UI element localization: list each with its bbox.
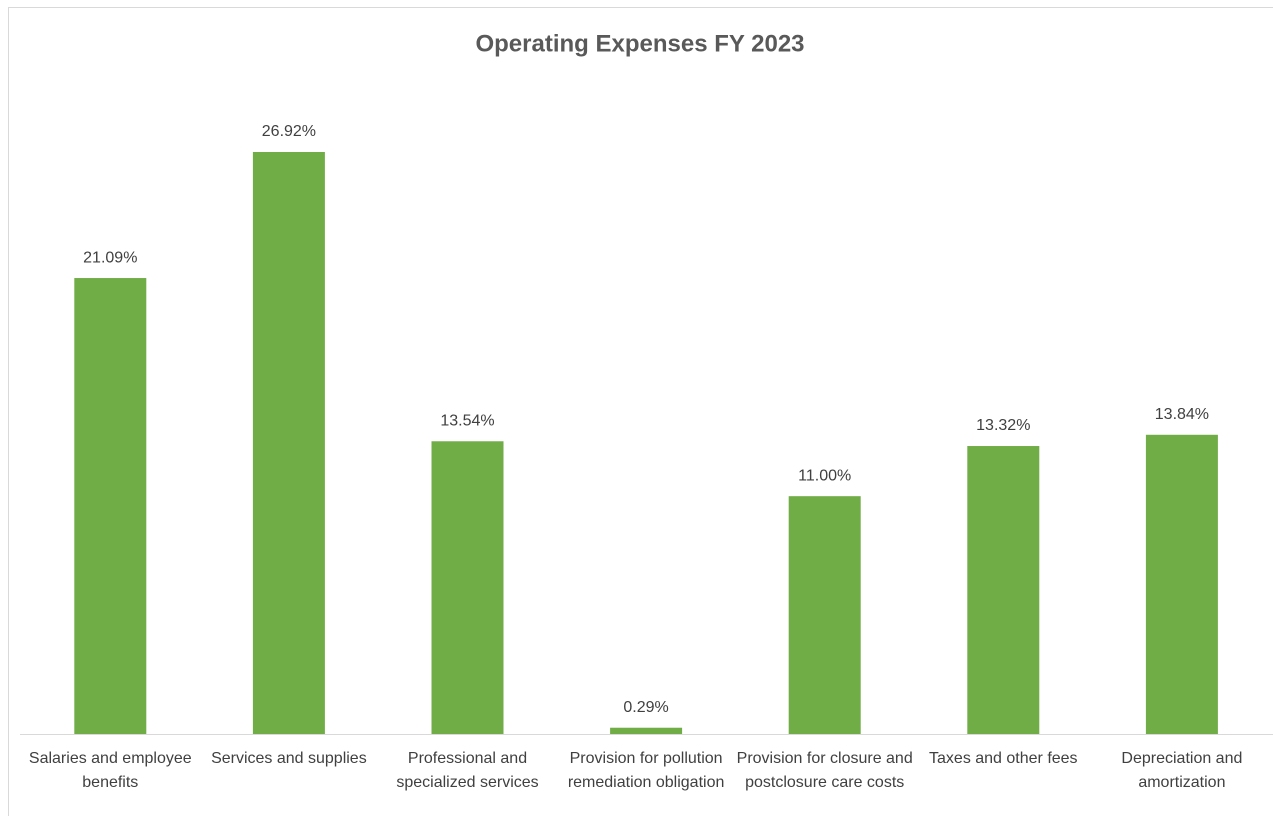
value-label: 11.00% [798, 467, 851, 484]
chart-border [8, 7, 1273, 816]
value-label: 21.09% [83, 249, 137, 266]
bar [1145, 434, 1218, 734]
value-label: 13.32% [976, 417, 1030, 434]
chart-title: Operating Expenses FY 2023 [475, 30, 804, 57]
value-label: 0.29% [623, 699, 668, 716]
value-label: 26.92% [262, 123, 316, 140]
bar [74, 278, 147, 734]
x-tick-label: Depreciation and amortization [1121, 750, 1243, 791]
x-tick-label: Provision for closure and postclosure ca… [736, 750, 913, 791]
bar [610, 727, 683, 734]
x-tick-label: Professional and specialized services [396, 750, 539, 791]
bar [252, 152, 325, 734]
bar [431, 441, 504, 734]
x-tick-label: Taxes and other fees [929, 750, 1078, 767]
x-tick-label: Services and supplies [211, 750, 367, 767]
value-label: 13.84% [1155, 406, 1209, 423]
bar [967, 446, 1040, 734]
bar [788, 496, 861, 734]
value-label: 13.54% [440, 412, 494, 429]
x-tick-label: Salaries and employee benefits [28, 750, 192, 791]
x-tick-label: Provision for pollution remediation obli… [567, 750, 725, 791]
